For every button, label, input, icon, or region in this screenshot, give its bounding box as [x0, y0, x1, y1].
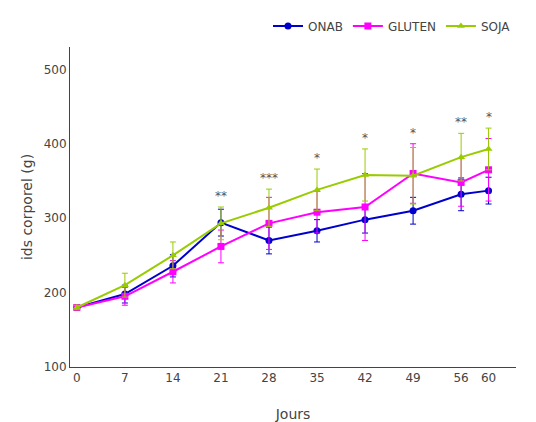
svg-text:14: 14 [165, 371, 180, 385]
svg-text:7: 7 [121, 371, 129, 385]
svg-text:28: 28 [261, 371, 276, 385]
svg-text:*: * [314, 151, 320, 165]
svg-text:35: 35 [309, 371, 324, 385]
svg-text:**: ** [455, 115, 467, 129]
svg-text:***: *** [260, 171, 278, 185]
svg-text:SOJA: SOJA [481, 20, 510, 34]
svg-text:Jours: Jours [275, 406, 311, 422]
svg-text:ids corporel (g): ids corporel (g) [19, 154, 35, 260]
svg-text:21: 21 [213, 371, 228, 385]
svg-text:*: * [410, 126, 416, 140]
svg-text:100: 100 [44, 360, 67, 374]
svg-text:56: 56 [453, 371, 468, 385]
svg-text:0: 0 [73, 371, 81, 385]
svg-text:**: ** [215, 189, 227, 203]
svg-text:*: * [486, 110, 492, 124]
svg-text:60: 60 [481, 371, 496, 385]
svg-text:400: 400 [44, 137, 67, 151]
svg-text:42: 42 [357, 371, 372, 385]
svg-text:500: 500 [44, 63, 67, 77]
svg-text:GLUTEN: GLUTEN [388, 20, 436, 34]
svg-text:*: * [362, 131, 368, 145]
svg-text:49: 49 [405, 371, 420, 385]
svg-text:ONAB: ONAB [308, 20, 343, 34]
svg-text:200: 200 [44, 286, 67, 300]
svg-text:300: 300 [44, 211, 67, 225]
